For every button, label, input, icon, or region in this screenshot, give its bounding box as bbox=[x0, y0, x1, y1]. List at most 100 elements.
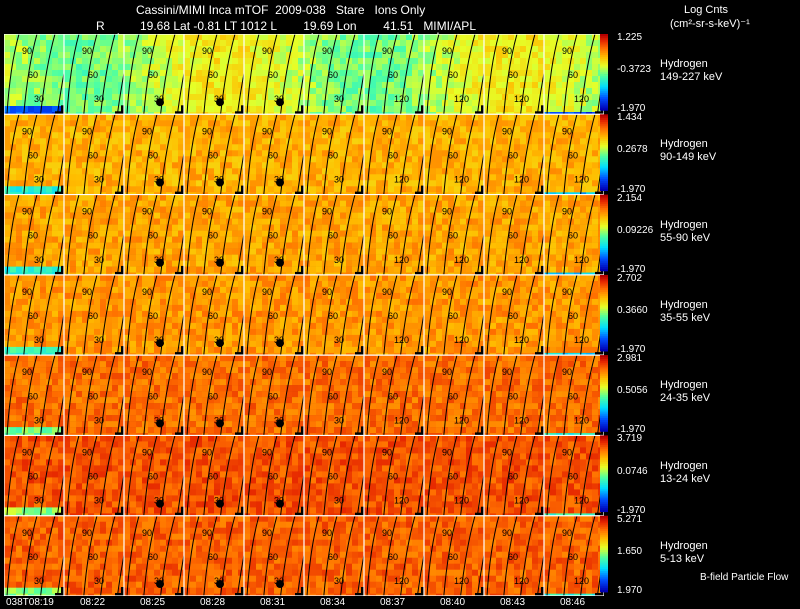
colorbar-segment bbox=[600, 410, 608, 413]
colorbar-segment bbox=[600, 536, 608, 539]
contour-label: 90 bbox=[262, 287, 272, 297]
colorbar-segment bbox=[600, 465, 608, 469]
colorbar-segment bbox=[600, 182, 608, 186]
colorbar-segment bbox=[600, 257, 608, 260]
planet-marker bbox=[276, 339, 284, 348]
energy-range: 149-227 keV bbox=[660, 71, 723, 84]
colorbar-segment bbox=[600, 81, 608, 84]
colorbar-segment bbox=[600, 399, 608, 402]
contour-line bbox=[340, 354, 356, 436]
contour-label: 90 bbox=[382, 46, 392, 56]
bfield-legend: B-field Particle Flow bbox=[700, 572, 789, 583]
contour-line bbox=[323, 194, 338, 275]
colorbar-segment bbox=[600, 129, 608, 132]
contour-line bbox=[486, 274, 500, 356]
contour-line bbox=[83, 354, 98, 436]
contour-line bbox=[306, 194, 320, 275]
colorbar-segment bbox=[600, 62, 608, 65]
colorbar-segment bbox=[600, 34, 608, 37]
contour-label: 90 bbox=[382, 367, 392, 377]
contour-label: 120 bbox=[514, 496, 529, 506]
species-name: Hydrogen bbox=[660, 459, 708, 472]
colorbar-segment bbox=[600, 93, 608, 96]
colorbar-segment bbox=[600, 412, 608, 415]
contour-line bbox=[83, 194, 98, 275]
panel-r4-c8: 90 60 120 bbox=[484, 354, 554, 445]
contour-label: 90 bbox=[202, 207, 212, 217]
colorbar-segment bbox=[600, 542, 608, 545]
colorbar-segment bbox=[600, 232, 608, 235]
contour-line bbox=[143, 435, 158, 516]
contour-line bbox=[366, 354, 380, 436]
colorbar-segment bbox=[600, 576, 608, 579]
contour-label: 60 bbox=[208, 150, 218, 160]
contour-line bbox=[443, 435, 458, 516]
planet-marker bbox=[276, 499, 284, 508]
colorbar-segment bbox=[600, 414, 608, 417]
colorbar-segment bbox=[600, 120, 608, 123]
colorbar-segment bbox=[600, 200, 608, 203]
contour-line bbox=[520, 274, 536, 356]
panel-r2-c7: 90 60 120 bbox=[424, 194, 494, 284]
planet-marker bbox=[216, 258, 224, 267]
colorbar-segment bbox=[600, 437, 608, 440]
colorbar-segment bbox=[600, 552, 608, 555]
colorbar-segment bbox=[600, 335, 608, 339]
colorbar-segment bbox=[600, 343, 608, 346]
colorbar-min-label: -1.970 bbox=[617, 344, 646, 356]
contour-line bbox=[340, 435, 356, 516]
colorbar-segment bbox=[600, 96, 608, 100]
contour-label: 90 bbox=[22, 367, 32, 377]
contour-line bbox=[460, 274, 476, 356]
colorbar-segment bbox=[600, 228, 608, 232]
colorbar-segment bbox=[600, 578, 608, 581]
contour-label: 120 bbox=[394, 415, 409, 425]
time-tick-label: 08:46 bbox=[560, 597, 586, 608]
colorbar-segment bbox=[600, 217, 608, 220]
contour-line bbox=[546, 274, 560, 356]
contour-label: 60 bbox=[448, 70, 458, 80]
colorbar-segment bbox=[600, 87, 608, 90]
panel-r1-c1: 90 60 30 bbox=[64, 114, 134, 204]
contour-label: 90 bbox=[562, 528, 572, 538]
colorbar-segment bbox=[600, 121, 608, 125]
contour-label: 120 bbox=[394, 335, 409, 345]
contour-label: 60 bbox=[148, 311, 158, 321]
contour-label: 30 bbox=[94, 576, 104, 586]
contour-line bbox=[520, 194, 536, 275]
contour-label: 60 bbox=[208, 231, 218, 241]
contour-line bbox=[23, 114, 38, 195]
colorbars bbox=[600, 34, 608, 593]
contour-line bbox=[6, 435, 20, 516]
contour-line bbox=[126, 515, 140, 596]
time-tick-label: 08:22 bbox=[80, 597, 106, 608]
colorbar-segment bbox=[600, 322, 608, 325]
colorbar-segment bbox=[600, 509, 608, 513]
contour-line bbox=[100, 354, 116, 436]
contour-line bbox=[323, 274, 338, 356]
colorbar-segment bbox=[600, 83, 608, 86]
contour-line bbox=[503, 515, 518, 596]
colorbar-segment bbox=[600, 555, 608, 559]
colorbar-segment bbox=[600, 359, 608, 362]
species-label: Hydrogen 35-55 keV bbox=[660, 299, 710, 325]
colorbar-segment bbox=[600, 425, 608, 428]
contour-line bbox=[263, 194, 278, 275]
contour-label: 30 bbox=[334, 576, 344, 586]
contour-label: 90 bbox=[262, 126, 272, 136]
colorbar-segment bbox=[600, 160, 608, 163]
planet-marker bbox=[156, 419, 164, 428]
contour-line bbox=[40, 435, 56, 516]
contour-line bbox=[66, 435, 80, 516]
contour-label: 90 bbox=[322, 46, 332, 56]
contour-label: 120 bbox=[454, 576, 469, 586]
colorbar-segment bbox=[600, 479, 608, 482]
colorbar-segment bbox=[600, 328, 608, 331]
colorbar-segment bbox=[600, 225, 608, 228]
contour-line bbox=[323, 435, 338, 516]
contour-label: 90 bbox=[502, 207, 512, 217]
contour-label: 90 bbox=[142, 207, 152, 217]
contour-line bbox=[546, 435, 560, 516]
